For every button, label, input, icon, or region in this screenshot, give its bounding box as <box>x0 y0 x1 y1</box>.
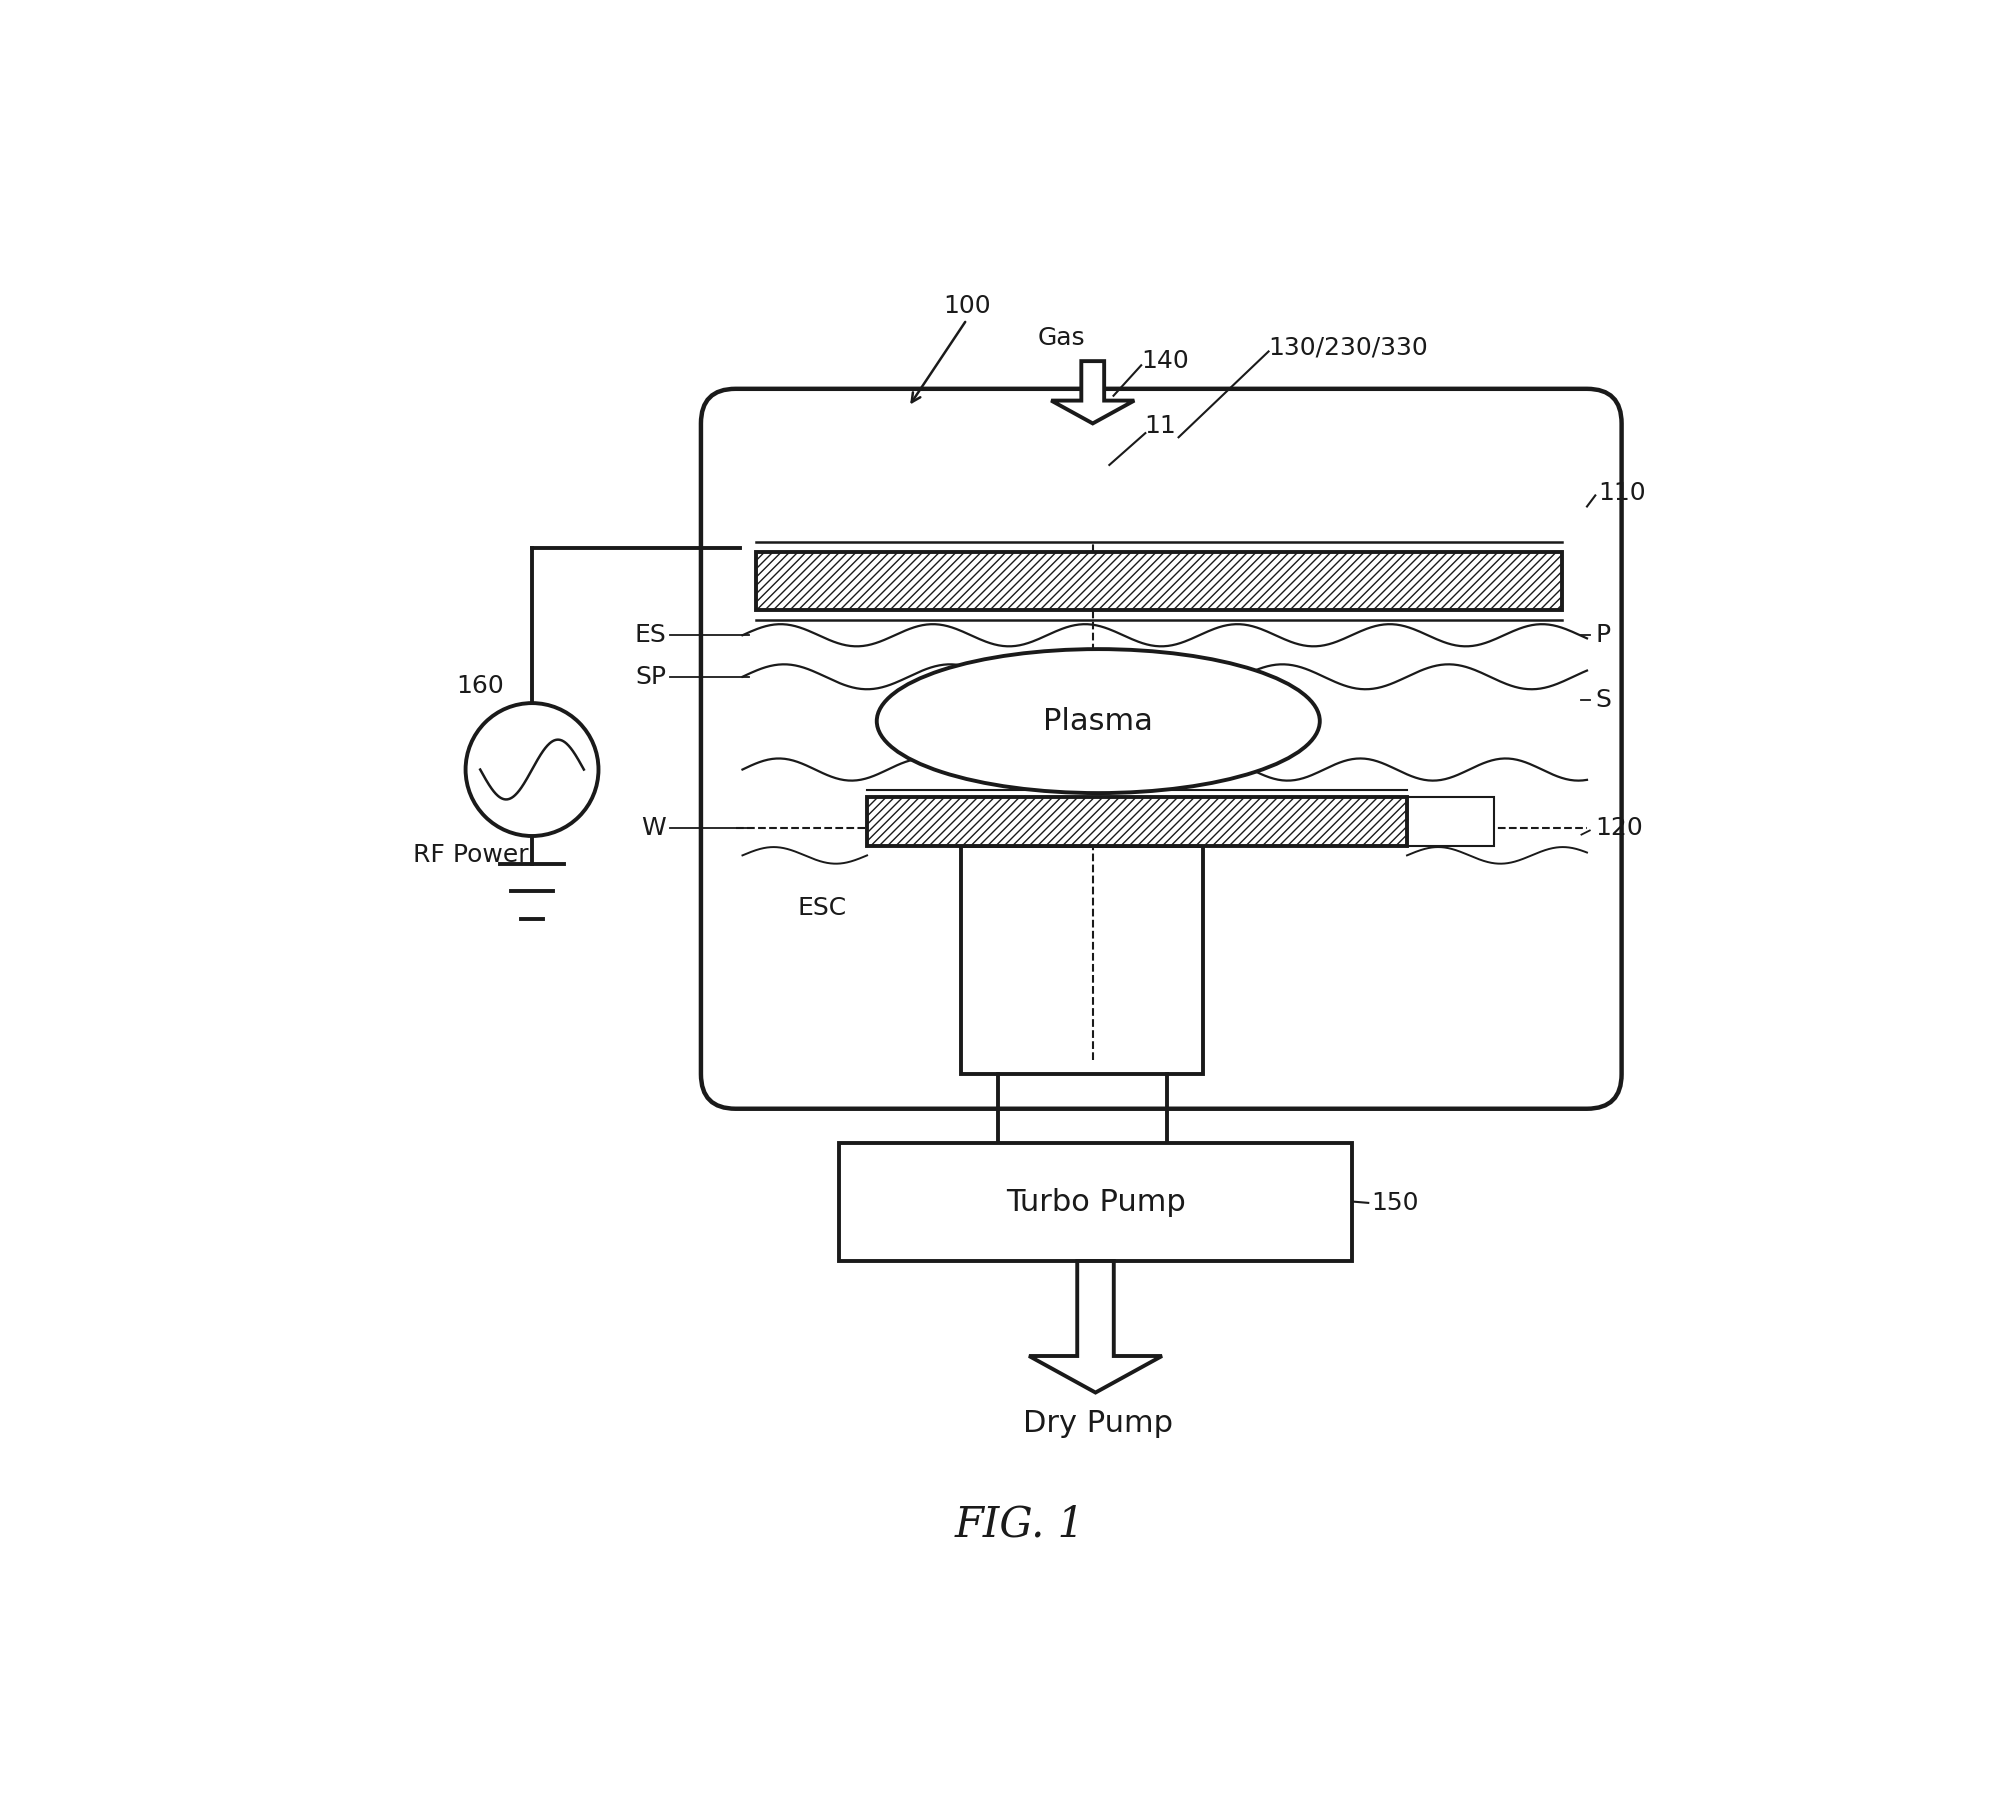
Circle shape <box>465 703 599 836</box>
FancyBboxPatch shape <box>700 388 1621 1109</box>
Bar <box>867 797 1406 845</box>
Text: Dry Pump: Dry Pump <box>1022 1408 1174 1438</box>
Polygon shape <box>1052 361 1134 424</box>
Text: ES: ES <box>634 624 666 647</box>
FancyBboxPatch shape <box>839 1144 1353 1260</box>
Text: Turbo Pump: Turbo Pump <box>1006 1188 1185 1217</box>
Text: W: W <box>642 816 666 840</box>
Text: 130/230/330: 130/230/330 <box>1269 334 1428 360</box>
Text: 150: 150 <box>1370 1190 1418 1215</box>
Text: 11: 11 <box>1144 414 1175 439</box>
Text: 140: 140 <box>1142 349 1189 374</box>
Bar <box>867 797 1406 845</box>
Text: Gas: Gas <box>1038 325 1084 349</box>
Text: 120: 120 <box>1595 816 1643 840</box>
Text: S: S <box>1595 689 1611 712</box>
Text: 100: 100 <box>943 293 991 318</box>
Text: RF Power: RF Power <box>414 843 529 867</box>
Text: SP: SP <box>634 665 666 689</box>
Bar <box>961 845 1203 1073</box>
Ellipse shape <box>877 649 1321 793</box>
Text: P: P <box>1595 624 1611 647</box>
Bar <box>756 552 1561 610</box>
Text: FIG. 1: FIG. 1 <box>955 1503 1084 1544</box>
Polygon shape <box>1028 1260 1162 1392</box>
Text: Plasma: Plasma <box>1044 707 1154 735</box>
Text: 110: 110 <box>1597 480 1645 505</box>
Bar <box>756 552 1561 610</box>
Bar <box>1406 797 1494 845</box>
Text: ESC: ESC <box>798 895 847 921</box>
Text: 160: 160 <box>455 674 503 698</box>
